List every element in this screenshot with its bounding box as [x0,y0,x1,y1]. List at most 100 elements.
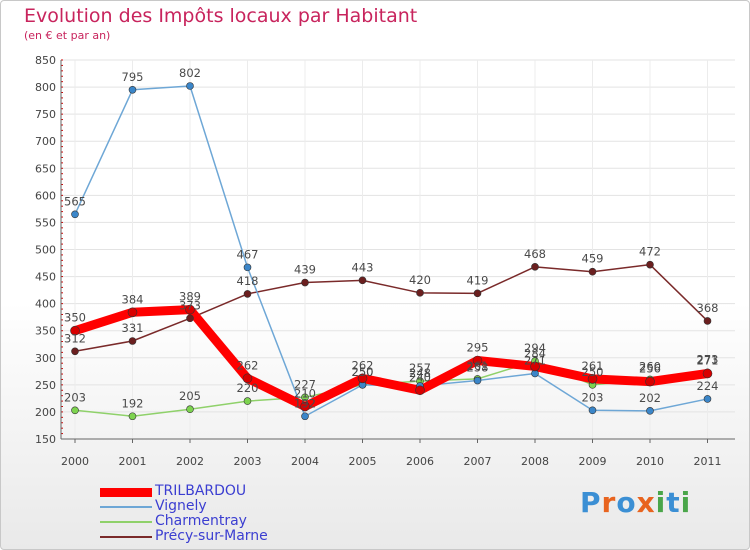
legend-swatch [100,506,152,508]
data-label: 443 [352,260,374,274]
data-point [587,374,598,384]
data-label: 468 [524,247,546,261]
data-label: 192 [122,396,144,410]
x-tick-label: 2009 [579,455,607,468]
series-line-pr-cy-sur-marne [74,263,709,353]
data-label: 350 [64,311,86,325]
data-label: 331 [122,321,144,335]
y-tick-label: 650 [35,162,56,175]
data-label: 795 [122,70,144,84]
data-label: 210 [294,387,316,401]
data-point [243,290,252,298]
data-label: 203 [582,390,604,404]
y-tick-label: 600 [35,189,56,202]
data-point [645,376,655,387]
data-point [301,393,309,402]
chart-subtitle: (en € et par an) [24,29,111,42]
data-label: 205 [179,389,201,403]
y-tick-label: 500 [35,244,56,257]
data-label: 260 [639,359,661,373]
logo-letter: i [680,486,692,519]
legend-swatch [100,536,152,538]
y-tick-label: 750 [35,108,56,121]
logo-letter: x [636,486,656,519]
legend-swatch [100,487,152,497]
logo-letter: o [616,486,637,519]
chart-title: Evolution des Impôts locaux par Habitant [24,5,418,27]
data-label: 220 [237,381,259,395]
x-tick-label: 2004 [291,455,319,468]
data-label: 203 [64,390,86,404]
data-point [472,355,483,366]
series-line-trilbardou [70,305,712,412]
legend-label: Charmentray [155,513,247,529]
data-point [358,276,367,285]
data-label: 224 [697,379,719,393]
logo-letter: r [601,486,617,519]
data-label: 258 [467,361,489,375]
y-tick-label: 400 [35,298,56,311]
y-tick-label: 350 [35,325,56,338]
data-point [71,406,79,415]
data-point [702,368,713,379]
data-point [71,347,79,356]
data-point [703,395,712,403]
x-tick-label: 2011 [694,455,722,468]
data-label: 250 [582,365,604,379]
y-tick-label: 250 [35,379,56,392]
data-label: 257 [409,361,431,375]
legend-label: TRILBARDOU [155,483,247,499]
data-label: 467 [237,247,259,261]
data-label: 420 [409,273,431,287]
data-point [301,278,309,287]
data-point [588,267,597,276]
data-label: 250 [352,365,374,379]
data-point [186,82,194,90]
series-line-vignely [74,85,709,418]
x-tick-label: 2007 [464,455,492,468]
x-tick-label: 2005 [349,455,377,468]
data-label: 250 [352,365,374,379]
logo-letter: P [580,486,602,519]
y-tick-label: 850 [35,54,56,67]
data-label: 192 [294,396,316,410]
y-tick-label: 200 [35,406,56,419]
data-label: 368 [697,301,719,315]
data-label: 240 [409,370,431,384]
y-tick-label: 800 [35,81,56,94]
x-tick-label: 2003 [234,455,262,468]
data-label: 262 [237,358,259,372]
data-point [646,407,654,415]
proxiti-logo: Proxiti [580,486,691,519]
y-tick-label: 150 [35,433,56,446]
data-point [300,401,310,412]
data-label: 248 [409,366,431,380]
data-point [128,337,137,345]
data-point [531,263,539,271]
x-tick-label: 2008 [521,455,549,468]
x-tick-label: 2000 [61,455,89,468]
data-point [186,405,194,414]
data-label: 295 [467,340,489,354]
legend-label: Vignely [155,498,207,514]
data-label: 565 [64,194,86,208]
data-point [703,317,712,325]
data-label: 202 [639,391,661,405]
data-point [530,361,540,372]
data-point [588,406,597,415]
data-label: 261 [582,359,604,373]
y-tick-label: 450 [35,271,56,284]
data-label: 472 [639,245,661,259]
data-label: 312 [64,331,86,345]
data-label: 459 [582,252,604,266]
y-tick-label: 300 [35,352,56,365]
data-point [71,210,79,219]
data-point [185,304,195,315]
data-point [415,385,425,396]
data-point [70,325,80,336]
data-label: 261 [467,359,489,373]
data-label: 384 [122,292,144,306]
data-point [243,263,252,272]
